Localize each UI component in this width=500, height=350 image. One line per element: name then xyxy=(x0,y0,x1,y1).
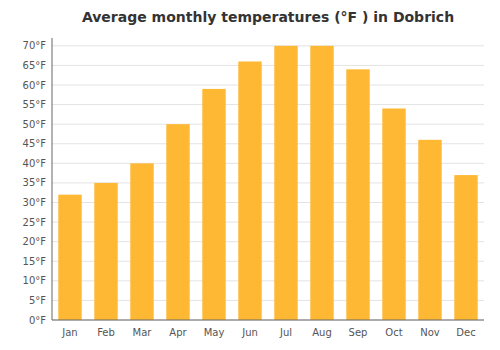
y-tick-label: 15°F xyxy=(23,256,47,267)
bar xyxy=(94,183,117,320)
x-tick-label: May xyxy=(204,327,225,338)
y-tick-label: 35°F xyxy=(23,177,47,188)
bar xyxy=(58,195,81,320)
y-tick-label: 70°F xyxy=(23,40,47,51)
bar xyxy=(346,69,369,320)
title: Average monthly temperatures (°F ) in Do… xyxy=(82,9,454,25)
y-axis: 0°F 5°F 10°F 15°F 20°F 25°F 30°F 35°F 40°F 45°F 50… xyxy=(23,40,47,325)
bar xyxy=(382,109,405,321)
x-tick-label: Sep xyxy=(349,327,368,338)
grid-line xyxy=(52,45,484,46)
y-tick-label: 25°F xyxy=(23,217,47,228)
y-tick-label: 65°F xyxy=(23,60,47,71)
bar xyxy=(202,89,225,320)
bars xyxy=(58,46,477,320)
x-tick-label: Feb xyxy=(97,327,115,338)
chart: Average monthly temperatures (°F ) in Do… xyxy=(0,0,500,350)
y-tick-label: 20°F xyxy=(23,236,47,247)
grid-line xyxy=(52,104,484,105)
bar xyxy=(238,62,261,321)
x-tick-label: Nov xyxy=(420,327,440,338)
y-tick-label: 55°F xyxy=(23,99,47,110)
bar xyxy=(310,46,333,320)
y-tick-label: 10°F xyxy=(23,275,47,286)
bar xyxy=(166,124,189,320)
x-tick-label: Apr xyxy=(169,327,187,338)
y-axis-line xyxy=(52,38,53,320)
chart-container: Average monthly temperatures (°F ) in Do… xyxy=(0,0,500,350)
y-tick-label: 30°F xyxy=(23,197,47,208)
x-axis: Jan Feb Mar Apr May Jun Jul Aug Sep Oct Nov Dec xyxy=(61,327,475,338)
bar xyxy=(454,175,477,320)
x-tick-label: Jul xyxy=(279,327,292,338)
bar xyxy=(130,163,153,320)
x-tick-label: Aug xyxy=(312,327,332,338)
y-tick-label: 45°F xyxy=(23,138,47,149)
bar xyxy=(274,46,297,320)
x-tick-label: Dec xyxy=(456,327,475,338)
grid-line xyxy=(52,65,484,66)
y-tick-label: 5°F xyxy=(29,295,46,306)
bar xyxy=(418,140,441,320)
grid-line xyxy=(52,124,484,125)
y-tick-label: 60°F xyxy=(23,80,47,91)
x-axis-line xyxy=(52,320,484,321)
x-tick-label: Jan xyxy=(61,327,77,338)
grid xyxy=(52,46,484,320)
y-tick-label: 50°F xyxy=(23,119,47,130)
grid-line xyxy=(52,320,484,321)
y-tick-label: 0°F xyxy=(29,315,46,326)
x-tick-label: Jun xyxy=(241,327,258,338)
y-tick-label: 40°F xyxy=(23,158,47,169)
x-tick-label: Mar xyxy=(133,327,153,338)
x-tick-label: Oct xyxy=(385,327,402,338)
grid-line xyxy=(52,85,484,86)
